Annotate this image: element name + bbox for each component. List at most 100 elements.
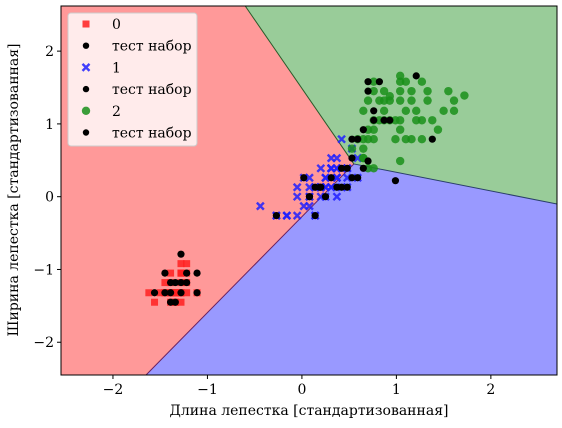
data-point	[433, 125, 443, 134]
test-point	[348, 154, 356, 162]
data-point	[359, 144, 368, 153]
region-1	[146, 163, 557, 375]
test-point	[412, 72, 420, 80]
data-point	[391, 134, 400, 144]
legend-item: тест набор	[82, 126, 192, 142]
data-point	[407, 86, 416, 96]
test-point	[300, 174, 308, 182]
test-point	[333, 183, 341, 191]
data-point	[369, 86, 378, 96]
test-point	[359, 164, 367, 172]
y-tick-label: 1	[45, 117, 54, 133]
legend-label: тест набор	[112, 82, 192, 98]
y-tick-label: 0	[45, 190, 54, 206]
x-tick-label: 1	[392, 382, 401, 398]
test-point	[428, 135, 436, 143]
data-point	[151, 298, 159, 306]
x-tick-label: −2	[103, 382, 124, 398]
test-point	[343, 164, 351, 172]
test-point	[311, 212, 319, 220]
data-point	[292, 182, 302, 192]
data-point	[407, 96, 416, 105]
data-point	[337, 134, 346, 144]
data-point	[375, 96, 384, 105]
data-point	[423, 86, 432, 96]
data-point	[412, 106, 421, 116]
data-point	[379, 86, 389, 96]
test-point	[386, 116, 394, 124]
data-point	[417, 116, 427, 125]
test-point	[337, 164, 346, 172]
data-point	[292, 192, 302, 202]
data-point	[444, 86, 453, 96]
data-point	[167, 269, 175, 277]
test-point	[183, 269, 191, 277]
data-point	[177, 260, 185, 268]
plot-frame	[60, 5, 558, 376]
series-5	[348, 72, 436, 185]
test-point	[321, 193, 330, 201]
data-point	[171, 289, 179, 297]
test-point	[370, 107, 378, 115]
test-point	[354, 174, 362, 182]
test-point	[316, 183, 324, 191]
data-point	[379, 106, 389, 116]
test-point	[364, 157, 372, 165]
test-point	[359, 126, 367, 134]
x-tick-label: 0	[297, 382, 306, 398]
test-point	[193, 269, 201, 277]
test-point	[391, 177, 400, 185]
data-point	[417, 77, 427, 86]
data-points	[145, 71, 469, 306]
region-2	[245, 6, 557, 204]
legend-item: 1	[81, 60, 121, 76]
data-point	[395, 86, 405, 96]
y-tick-label: −2	[33, 335, 54, 351]
data-point	[282, 211, 292, 220]
y-tick-label: −1	[33, 262, 54, 278]
test-point	[177, 250, 185, 258]
series-1	[150, 250, 201, 306]
data-point	[423, 96, 432, 105]
data-point	[145, 289, 153, 297]
data-point	[449, 96, 459, 105]
legend-label: 1	[112, 60, 121, 76]
test-point	[177, 278, 185, 287]
legend-label: тест набор	[112, 39, 192, 55]
test-point	[343, 183, 351, 191]
legend-marker-5	[82, 129, 90, 136]
data-point	[299, 201, 309, 211]
test-point	[354, 135, 362, 143]
data-point	[439, 106, 448, 116]
data-point	[385, 92, 394, 101]
data-point	[369, 125, 378, 134]
data-point	[255, 201, 265, 211]
data-point	[316, 163, 326, 173]
test-point	[380, 116, 388, 124]
test-point	[375, 78, 383, 86]
data-point	[183, 260, 191, 268]
data-point	[156, 289, 164, 297]
legend-label: 2	[112, 104, 121, 120]
data-point	[177, 298, 185, 306]
test-point	[166, 298, 175, 306]
data-point	[363, 134, 373, 144]
test-point	[364, 78, 372, 86]
x-tick-label: −1	[197, 382, 218, 398]
legend-marker-1	[82, 42, 90, 49]
boundary-1-2	[353, 163, 557, 205]
data-point	[407, 134, 416, 144]
data-point	[359, 106, 368, 116]
test-point	[161, 269, 169, 277]
data-point	[321, 173, 330, 183]
data-point	[460, 91, 469, 100]
test-point	[348, 135, 356, 143]
legend-marker-3	[82, 85, 90, 93]
data-point	[395, 156, 405, 166]
series-3	[272, 154, 367, 220]
test-point	[370, 116, 378, 124]
data-point	[363, 96, 373, 105]
data-point	[395, 96, 405, 105]
data-point	[449, 106, 459, 116]
